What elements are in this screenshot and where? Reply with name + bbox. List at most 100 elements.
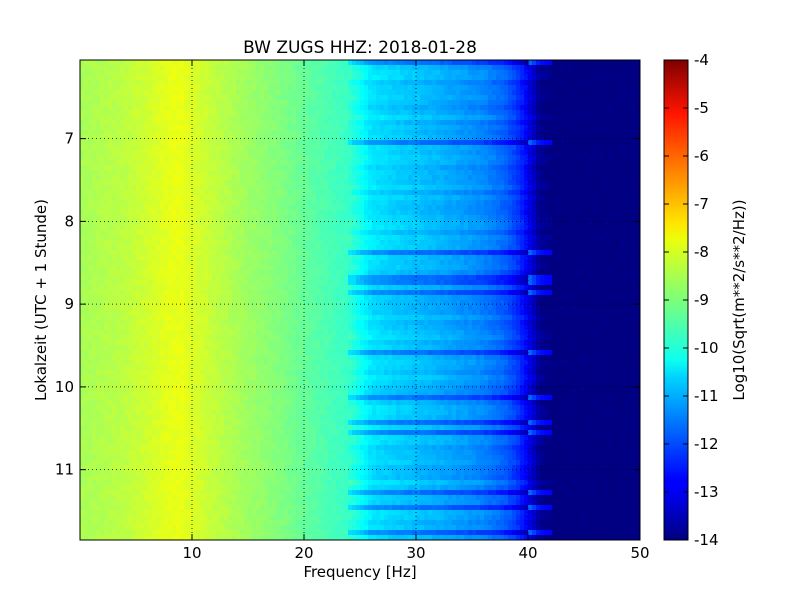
heatmap-cell bbox=[108, 70, 113, 76]
heatmap-cell bbox=[272, 205, 277, 211]
heatmap-cell bbox=[188, 365, 193, 371]
heatmap-cell bbox=[184, 150, 189, 156]
heatmap-cell bbox=[212, 415, 217, 421]
heatmap-cell bbox=[272, 90, 277, 96]
heatmap-cell bbox=[204, 365, 209, 371]
heatmap-cell bbox=[144, 160, 149, 166]
heatmap-cell bbox=[208, 195, 213, 201]
heatmap-cell bbox=[112, 290, 117, 296]
heatmap-cell bbox=[120, 130, 125, 136]
heatmap-cell bbox=[92, 515, 97, 521]
heatmap-cell bbox=[128, 280, 133, 286]
heatmap-cell bbox=[280, 120, 285, 126]
heatmap-cell bbox=[244, 495, 249, 501]
heatmap-cell bbox=[156, 500, 161, 506]
heatmap-cell bbox=[172, 185, 177, 191]
heatmap-cell bbox=[200, 445, 205, 451]
heatmap-cell bbox=[224, 460, 229, 466]
heatmap-cell bbox=[244, 145, 249, 151]
heatmap-cell bbox=[88, 535, 93, 540]
heatmap-cell bbox=[192, 535, 197, 540]
heatmap-cell bbox=[124, 255, 129, 261]
heatmap-cell bbox=[196, 325, 201, 331]
heatmap-cell bbox=[124, 115, 129, 121]
heatmap-cell bbox=[232, 65, 237, 71]
heatmap-cell bbox=[260, 500, 265, 506]
heatmap-cell bbox=[124, 145, 129, 151]
heatmap-cell bbox=[116, 505, 121, 511]
heatmap-cell bbox=[240, 95, 245, 101]
heatmap-cell bbox=[96, 125, 101, 131]
heatmap-cell bbox=[280, 535, 285, 540]
heatmap-cell bbox=[248, 80, 253, 86]
heatmap-cell bbox=[208, 535, 213, 540]
heatmap-cell bbox=[140, 145, 145, 151]
heatmap-cell bbox=[176, 160, 181, 166]
heatmap-cell bbox=[224, 110, 229, 116]
heatmap-cell bbox=[104, 175, 109, 181]
heatmap-cell bbox=[152, 70, 157, 76]
heatmap-cell bbox=[236, 170, 241, 176]
heatmap-cell bbox=[124, 365, 129, 371]
heatmap-cell bbox=[200, 415, 205, 421]
heatmap-cell bbox=[220, 250, 225, 256]
heatmap-cell bbox=[168, 335, 173, 341]
heatmap-cell bbox=[152, 65, 157, 71]
heatmap-cell bbox=[228, 240, 233, 246]
heatmap-cell bbox=[268, 505, 273, 511]
heatmap-cell bbox=[276, 140, 281, 146]
heatmap-cell bbox=[220, 375, 225, 381]
heatmap-cell bbox=[88, 365, 93, 371]
heatmap-cell bbox=[80, 360, 85, 366]
heatmap-cell bbox=[212, 155, 217, 161]
heatmap-cell bbox=[212, 195, 217, 201]
heatmap-cell bbox=[132, 440, 137, 446]
heatmap-cell bbox=[248, 395, 253, 401]
heatmap-cell bbox=[268, 325, 273, 331]
heatmap-cell bbox=[140, 240, 145, 246]
heatmap-cell bbox=[244, 95, 249, 101]
heatmap-cell bbox=[204, 400, 209, 406]
heatmap-cell bbox=[92, 415, 97, 421]
heatmap-cell bbox=[196, 455, 201, 461]
heatmap-cell bbox=[284, 345, 289, 351]
heatmap-cell bbox=[228, 410, 233, 416]
heatmap-cell bbox=[220, 510, 225, 516]
heatmap-cell bbox=[260, 275, 265, 281]
heatmap-cell bbox=[220, 150, 225, 156]
heatmap-cell bbox=[112, 255, 117, 261]
heatmap-cell bbox=[80, 380, 85, 386]
heatmap-cell bbox=[160, 100, 165, 106]
heatmap-cell bbox=[176, 420, 181, 426]
heatmap-cell bbox=[160, 135, 165, 141]
heatmap-cell bbox=[184, 125, 189, 131]
heatmap-cell bbox=[256, 420, 261, 426]
heatmap-cell bbox=[148, 175, 153, 181]
heatmap-cell bbox=[268, 240, 273, 246]
heatmap-cell bbox=[144, 475, 149, 481]
heatmap-cell bbox=[220, 100, 225, 106]
heatmap-cell bbox=[256, 360, 261, 366]
heatmap-cell bbox=[160, 260, 165, 266]
heatmap-cell bbox=[276, 350, 281, 356]
heatmap-cell bbox=[156, 200, 161, 206]
heatmap-cell bbox=[176, 290, 181, 296]
heatmap-cell bbox=[148, 210, 153, 216]
heatmap-cell bbox=[264, 85, 269, 91]
heatmap-cell bbox=[96, 190, 101, 196]
heatmap-cell bbox=[268, 380, 273, 386]
heatmap-cell bbox=[284, 405, 289, 411]
heatmap-cell bbox=[152, 300, 157, 306]
heatmap-cell bbox=[120, 95, 125, 101]
heatmap-cell bbox=[240, 340, 245, 346]
heatmap-cell bbox=[204, 85, 209, 91]
heatmap-cell bbox=[88, 325, 93, 331]
heatmap-cell bbox=[200, 150, 205, 156]
heatmap-cell bbox=[108, 440, 113, 446]
heatmap-cell bbox=[224, 200, 229, 206]
heatmap-cell bbox=[184, 530, 189, 536]
heatmap-cell bbox=[220, 435, 225, 441]
heatmap-cell bbox=[252, 375, 257, 381]
heatmap-cell bbox=[188, 185, 193, 191]
heatmap-cell bbox=[268, 295, 273, 301]
